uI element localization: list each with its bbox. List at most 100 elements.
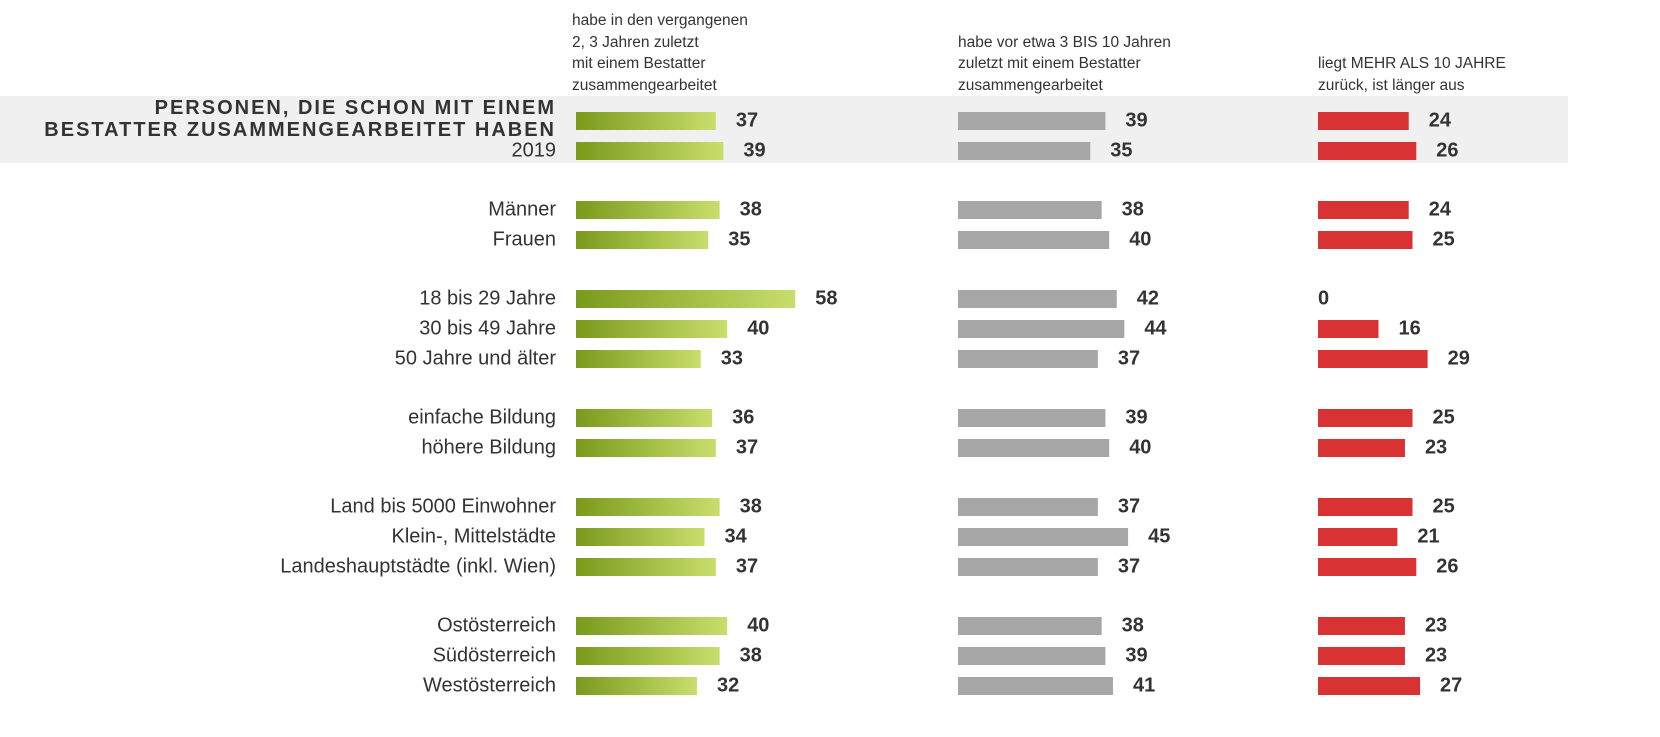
value-label: 40 xyxy=(1129,228,1151,250)
value-label: 35 xyxy=(1110,139,1132,161)
bar xyxy=(1318,409,1413,427)
bar xyxy=(576,439,716,457)
category-label: PERSONEN, DIE SCHON MIT EINEM BESTATTER … xyxy=(44,97,556,141)
value-label: 37 xyxy=(1118,347,1140,369)
value-label: 38 xyxy=(1122,198,1144,220)
value-label: 38 xyxy=(740,198,762,220)
bar xyxy=(1318,439,1405,457)
bar xyxy=(958,439,1110,457)
category-label: einfache Bildung xyxy=(408,406,556,428)
bar xyxy=(576,320,728,338)
category-label: Südösterreich xyxy=(433,644,556,666)
value-label: 38 xyxy=(740,644,762,666)
bar xyxy=(1318,350,1428,368)
category-label-box: PERSONEN, DIE SCHON MIT EINEM BESTATTER … xyxy=(44,97,556,141)
value-label: 39 xyxy=(743,139,765,161)
value-label: 40 xyxy=(1129,436,1151,458)
bar xyxy=(1318,528,1398,546)
value-label: 24 xyxy=(1429,109,1452,131)
value-label: 25 xyxy=(1433,406,1455,428)
value-label: 38 xyxy=(1122,614,1144,636)
bar xyxy=(576,409,713,427)
value-label: 41 xyxy=(1133,674,1155,696)
bar xyxy=(576,142,724,160)
bar xyxy=(1318,558,1417,576)
value-label: 24 xyxy=(1429,198,1452,220)
value-label: 39 xyxy=(1125,644,1147,666)
highlight-band xyxy=(0,96,1568,163)
bar xyxy=(1318,112,1409,130)
value-label: 39 xyxy=(1125,406,1147,428)
value-label: 23 xyxy=(1425,644,1447,666)
bar xyxy=(1318,142,1417,160)
value-label: 36 xyxy=(732,406,754,428)
bar xyxy=(576,290,796,308)
value-label: 26 xyxy=(1436,555,1458,577)
bar xyxy=(958,320,1125,338)
category-label: höhere Bildung xyxy=(421,436,556,458)
bar xyxy=(576,498,720,516)
value-label: 37 xyxy=(1118,495,1140,517)
value-label: 37 xyxy=(736,109,758,131)
value-label: 44 xyxy=(1144,317,1167,339)
bar xyxy=(576,558,716,576)
series-header-box: habe in den vergangenen 2, 3 Jahren zule… xyxy=(572,12,748,94)
bar xyxy=(576,201,720,219)
bar xyxy=(958,498,1098,516)
value-label: 39 xyxy=(1125,109,1147,131)
value-label: 38 xyxy=(740,495,762,517)
value-label: 25 xyxy=(1433,495,1455,517)
value-label: 16 xyxy=(1398,317,1420,339)
bar xyxy=(576,350,701,368)
category-label: 30 bis 49 Jahre xyxy=(419,317,556,339)
bar xyxy=(958,201,1102,219)
category-label: Landeshauptstädte (inkl. Wien) xyxy=(280,555,556,577)
value-label: 26 xyxy=(1436,139,1458,161)
bar xyxy=(576,677,697,695)
category-label: Männer xyxy=(488,198,556,220)
value-label: 42 xyxy=(1137,287,1159,309)
value-label: 34 xyxy=(725,525,748,547)
bar xyxy=(576,647,720,665)
category-label: Land bis 5000 Einwohner xyxy=(330,495,556,517)
category-label: 18 bis 29 Jahre xyxy=(419,287,556,309)
value-label: 25 xyxy=(1433,228,1455,250)
value-label: 33 xyxy=(721,347,743,369)
series-header: liegt MEHR ALS 10 JAHRE zurück, ist läng… xyxy=(1318,55,1506,94)
bar xyxy=(958,290,1117,308)
bar xyxy=(1318,320,1379,338)
bar xyxy=(1318,498,1413,516)
bar xyxy=(576,231,709,249)
bar xyxy=(576,112,716,130)
bar xyxy=(958,558,1098,576)
value-label: 35 xyxy=(728,228,750,250)
value-label: 40 xyxy=(747,614,769,636)
value-label: 23 xyxy=(1425,436,1447,458)
bar xyxy=(958,142,1091,160)
bar xyxy=(958,617,1102,635)
bar xyxy=(958,409,1106,427)
value-label: 29 xyxy=(1448,347,1470,369)
value-label: 37 xyxy=(1118,555,1140,577)
value-label: 40 xyxy=(747,317,769,339)
bar xyxy=(1318,201,1409,219)
value-label: 45 xyxy=(1148,525,1170,547)
value-label: 58 xyxy=(815,287,837,309)
value-label: 23 xyxy=(1425,614,1447,636)
category-label: Klein-, Mittelstädte xyxy=(391,525,556,547)
bar xyxy=(1318,647,1405,665)
category-label: 2019 xyxy=(512,139,557,161)
category-label: 50 Jahre und älter xyxy=(395,347,557,369)
value-label: 37 xyxy=(736,555,758,577)
category-label: Westösterreich xyxy=(423,674,556,696)
bar xyxy=(958,677,1113,695)
value-label: 0 xyxy=(1318,287,1329,309)
series-header-box: habe vor etwa 3 BIS 10 Jahren zuletzt mi… xyxy=(958,34,1171,94)
bar xyxy=(1318,677,1421,695)
series-header: habe in den vergangenen 2, 3 Jahren zule… xyxy=(572,12,748,94)
bar xyxy=(576,617,728,635)
bar xyxy=(958,350,1098,368)
category-label: Ostösterreich xyxy=(437,614,556,636)
value-label: 37 xyxy=(736,436,758,458)
